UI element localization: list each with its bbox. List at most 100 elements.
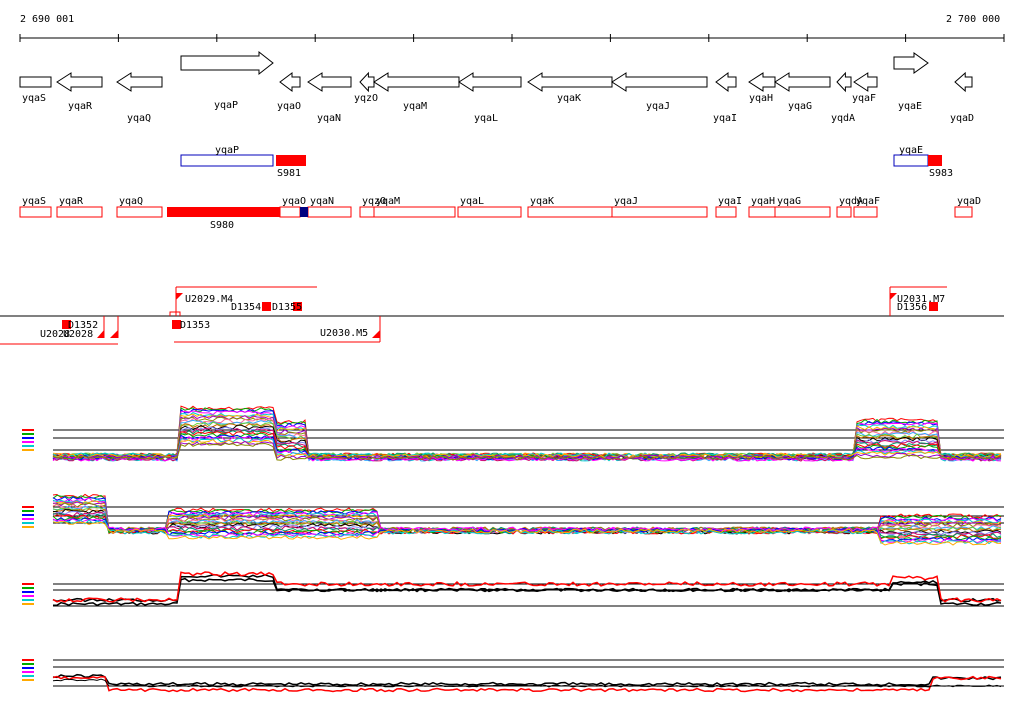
gene-arrow — [19, 76, 52, 88]
expression-line — [52, 521, 1002, 546]
feature-label: S981 — [277, 168, 301, 179]
gene-label: yqzO — [362, 196, 386, 207]
gene-box — [836, 206, 852, 218]
gene-arrow-track[interactable]: yqaS yqaR yqaQ yqaP yqaO yqaN yqzO yqaM yqaL yqaK… — [19, 50, 974, 124]
transcript-end — [372, 330, 380, 338]
gene-arrow — [279, 72, 301, 92]
expression-line — [52, 678, 1002, 688]
gene-arrow — [527, 72, 613, 92]
gene-label: yqdA — [831, 113, 855, 124]
expression-line — [52, 574, 1002, 603]
transcript-start — [890, 293, 897, 300]
gene-label: yqaR — [68, 101, 93, 112]
feature-track[interactable]: yqaP yqaE S981 S983 — [180, 145, 953, 179]
gene-label: yqaO — [277, 101, 301, 112]
coord-end: 2 700 000 — [946, 14, 1001, 25]
site-bracket — [169, 311, 181, 316]
gene-label: yqaM — [403, 101, 427, 112]
gene-label: yqaO — [282, 196, 306, 207]
site-marker — [262, 302, 271, 311]
gene-label: yqaI — [718, 196, 742, 207]
site-marker — [62, 320, 71, 329]
feature-box — [180, 154, 274, 167]
gene-arrow — [458, 72, 522, 92]
feature-block — [928, 155, 942, 166]
site-label: D1355 — [272, 302, 302, 313]
gene-arrow — [116, 72, 163, 92]
gene-label: yqaH — [751, 196, 775, 207]
transcript-end — [97, 330, 104, 338]
gene-arrow — [893, 52, 929, 74]
transcript-end — [110, 330, 118, 338]
transcript-label: U2028 — [40, 329, 70, 340]
expression-line — [52, 519, 1002, 545]
expression-line — [52, 442, 1002, 461]
gene-box-filled — [167, 207, 280, 217]
gene-box — [116, 206, 163, 218]
gene-label: yqaL — [474, 113, 498, 124]
gene-arrow — [853, 72, 878, 92]
gene-label: yqaD — [957, 196, 981, 207]
gene-box — [457, 206, 522, 218]
gene-label: yqaK — [530, 196, 554, 207]
feature-label: yqaE — [899, 145, 923, 156]
transcript-label: U2029.M4 — [185, 294, 233, 305]
feature-label: S983 — [929, 168, 953, 179]
expression-line — [52, 675, 1002, 693]
gene-label: yqaF — [856, 196, 880, 207]
gene-label: yqaS — [22, 93, 46, 104]
site-label: D1352 — [68, 320, 98, 331]
site-label: D1356 — [897, 302, 927, 313]
gene-label: yqaG — [788, 101, 812, 112]
gene-box — [307, 206, 352, 218]
gene-label: yqaQ — [127, 113, 151, 124]
gene-label: yqaD — [950, 113, 974, 124]
gene-label: yqaK — [557, 93, 581, 104]
gene-arrow — [307, 72, 352, 92]
site-marker — [293, 302, 302, 311]
gene-label: yqaM — [376, 196, 400, 207]
feature-block — [276, 155, 306, 166]
gene-box — [954, 206, 973, 218]
gene-box — [853, 206, 878, 218]
gene-arrow — [715, 72, 737, 92]
gene-label: yqaG — [777, 196, 801, 207]
gene-box — [748, 206, 776, 218]
gene-box — [373, 206, 456, 218]
gene-label: yqdA — [839, 196, 863, 207]
gene-label: yqaR — [59, 196, 84, 207]
expression-line — [52, 571, 1002, 603]
gene-arrow — [359, 71, 375, 93]
expression-panels — [22, 405, 1004, 693]
transcript-start — [176, 293, 183, 300]
gene-arrow — [373, 72, 460, 92]
gene-box — [359, 206, 375, 218]
gene-label: yqaP — [214, 100, 238, 111]
expression-line — [52, 673, 1002, 687]
site-marker — [172, 320, 181, 329]
site-label: D1354 — [231, 302, 261, 313]
transcript-label: U2031.M7 — [897, 294, 945, 305]
coordinate-ruler — [19, 34, 1005, 42]
gene-label: yqaI — [713, 113, 737, 124]
gene-arrow — [748, 72, 776, 92]
gene-box-filled — [300, 207, 308, 217]
gene-label: yqaL — [460, 196, 484, 207]
gene-arrow — [56, 72, 103, 92]
gene-label: yqaH — [749, 93, 773, 104]
site-marker — [929, 302, 938, 311]
expression-line — [52, 496, 1002, 533]
gene-box — [19, 206, 52, 218]
gene-arrow — [836, 71, 852, 93]
transcript-label: U2030.M5 — [320, 328, 368, 339]
gene-label: yqaJ — [614, 196, 638, 207]
gene-label: yqaN — [310, 196, 334, 207]
gene-box — [774, 206, 831, 218]
gene-label: yqaF — [852, 93, 876, 104]
gene-label: yqaQ — [119, 196, 143, 207]
gene-arrow — [954, 71, 973, 93]
feature-box — [893, 154, 929, 167]
coord-start: 2 690 001 — [20, 14, 75, 25]
